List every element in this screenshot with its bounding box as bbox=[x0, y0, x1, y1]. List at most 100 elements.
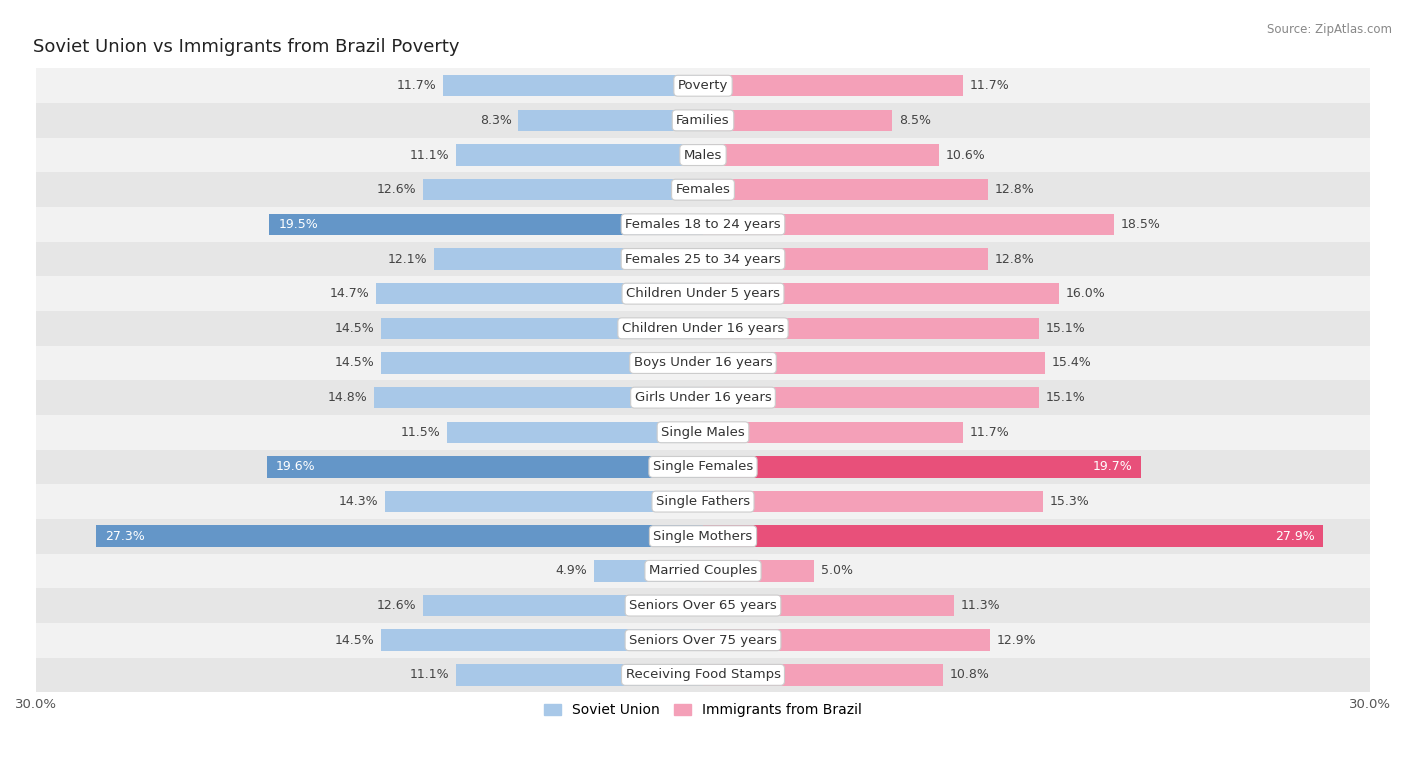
Bar bbox=[447, 421, 703, 443]
Bar bbox=[703, 110, 891, 131]
Text: Children Under 16 years: Children Under 16 years bbox=[621, 322, 785, 335]
Text: 11.7%: 11.7% bbox=[970, 80, 1010, 92]
Text: 19.5%: 19.5% bbox=[278, 218, 318, 231]
Text: Families: Families bbox=[676, 114, 730, 127]
Bar bbox=[381, 352, 703, 374]
Bar bbox=[703, 421, 963, 443]
Bar bbox=[423, 179, 703, 200]
Bar bbox=[37, 553, 1369, 588]
Text: 14.3%: 14.3% bbox=[339, 495, 378, 508]
Text: 4.9%: 4.9% bbox=[555, 565, 588, 578]
Bar bbox=[96, 525, 703, 547]
Bar bbox=[37, 242, 1369, 277]
Text: Girls Under 16 years: Girls Under 16 years bbox=[634, 391, 772, 404]
Text: Females 18 to 24 years: Females 18 to 24 years bbox=[626, 218, 780, 231]
Bar bbox=[703, 525, 1323, 547]
Text: 27.9%: 27.9% bbox=[1275, 530, 1315, 543]
Text: 19.6%: 19.6% bbox=[276, 460, 316, 474]
Text: 15.3%: 15.3% bbox=[1050, 495, 1090, 508]
Bar bbox=[37, 172, 1369, 207]
Text: Single Females: Single Females bbox=[652, 460, 754, 474]
Text: 15.1%: 15.1% bbox=[1046, 391, 1085, 404]
Text: 10.8%: 10.8% bbox=[950, 669, 990, 681]
Text: 5.0%: 5.0% bbox=[821, 565, 853, 578]
Text: 11.3%: 11.3% bbox=[960, 599, 1001, 612]
Text: Single Males: Single Males bbox=[661, 426, 745, 439]
Bar bbox=[703, 144, 939, 166]
Text: 15.4%: 15.4% bbox=[1052, 356, 1092, 369]
Bar bbox=[270, 214, 703, 235]
Text: Source: ZipAtlas.com: Source: ZipAtlas.com bbox=[1267, 23, 1392, 36]
Text: 14.5%: 14.5% bbox=[335, 634, 374, 647]
Bar bbox=[703, 629, 990, 651]
Bar bbox=[37, 415, 1369, 449]
Text: 14.7%: 14.7% bbox=[330, 287, 370, 300]
Bar bbox=[703, 283, 1059, 305]
Text: 11.1%: 11.1% bbox=[411, 149, 450, 161]
Text: 18.5%: 18.5% bbox=[1121, 218, 1161, 231]
Text: Single Mothers: Single Mothers bbox=[654, 530, 752, 543]
Bar bbox=[703, 664, 943, 685]
Bar bbox=[703, 560, 814, 581]
Text: 11.7%: 11.7% bbox=[970, 426, 1010, 439]
Text: 11.5%: 11.5% bbox=[401, 426, 440, 439]
Bar bbox=[37, 346, 1369, 381]
Text: 12.8%: 12.8% bbox=[994, 183, 1033, 196]
Text: 12.6%: 12.6% bbox=[377, 599, 416, 612]
Bar bbox=[37, 449, 1369, 484]
Text: 12.9%: 12.9% bbox=[997, 634, 1036, 647]
Bar bbox=[703, 387, 1039, 409]
Bar bbox=[374, 387, 703, 409]
Bar bbox=[377, 283, 703, 305]
Text: 11.7%: 11.7% bbox=[396, 80, 436, 92]
Bar bbox=[385, 491, 703, 512]
Text: Receiving Food Stamps: Receiving Food Stamps bbox=[626, 669, 780, 681]
Bar bbox=[37, 277, 1369, 311]
Text: Boys Under 16 years: Boys Under 16 years bbox=[634, 356, 772, 369]
Text: 27.3%: 27.3% bbox=[105, 530, 145, 543]
Bar bbox=[456, 664, 703, 685]
Bar bbox=[381, 629, 703, 651]
Text: Females 25 to 34 years: Females 25 to 34 years bbox=[626, 252, 780, 265]
Bar bbox=[595, 560, 703, 581]
Bar bbox=[37, 207, 1369, 242]
Bar bbox=[703, 249, 987, 270]
Text: Soviet Union vs Immigrants from Brazil Poverty: Soviet Union vs Immigrants from Brazil P… bbox=[34, 38, 460, 56]
Text: Males: Males bbox=[683, 149, 723, 161]
Text: 8.5%: 8.5% bbox=[898, 114, 931, 127]
Bar bbox=[423, 595, 703, 616]
Bar bbox=[519, 110, 703, 131]
Text: 12.6%: 12.6% bbox=[377, 183, 416, 196]
Bar bbox=[703, 75, 963, 96]
Bar bbox=[37, 657, 1369, 692]
Bar bbox=[703, 595, 955, 616]
Bar bbox=[703, 179, 987, 200]
Text: Poverty: Poverty bbox=[678, 80, 728, 92]
Bar bbox=[703, 491, 1043, 512]
Bar bbox=[37, 381, 1369, 415]
Bar bbox=[703, 352, 1046, 374]
Bar bbox=[37, 519, 1369, 553]
Bar bbox=[267, 456, 703, 478]
Text: 19.7%: 19.7% bbox=[1092, 460, 1132, 474]
Text: 8.3%: 8.3% bbox=[479, 114, 512, 127]
Bar bbox=[37, 484, 1369, 519]
Bar bbox=[37, 311, 1369, 346]
Text: Seniors Over 75 years: Seniors Over 75 years bbox=[628, 634, 778, 647]
Bar bbox=[443, 75, 703, 96]
Bar bbox=[703, 456, 1142, 478]
Text: 14.5%: 14.5% bbox=[335, 322, 374, 335]
Text: 15.1%: 15.1% bbox=[1046, 322, 1085, 335]
Text: 14.8%: 14.8% bbox=[328, 391, 367, 404]
Bar bbox=[37, 103, 1369, 138]
Bar bbox=[434, 249, 703, 270]
Bar bbox=[37, 623, 1369, 657]
Legend: Soviet Union, Immigrants from Brazil: Soviet Union, Immigrants from Brazil bbox=[538, 697, 868, 722]
Bar bbox=[37, 588, 1369, 623]
Bar bbox=[37, 68, 1369, 103]
Bar bbox=[381, 318, 703, 339]
Text: Married Couples: Married Couples bbox=[650, 565, 756, 578]
Text: 12.1%: 12.1% bbox=[388, 252, 427, 265]
Text: Females: Females bbox=[675, 183, 731, 196]
Text: 14.5%: 14.5% bbox=[335, 356, 374, 369]
